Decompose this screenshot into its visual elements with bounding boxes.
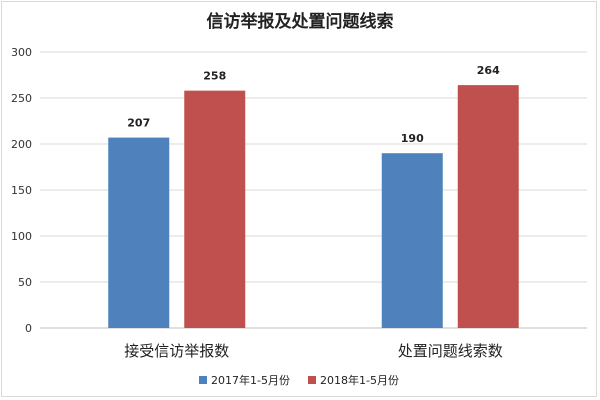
y-tick-label: 50 [18, 276, 32, 289]
bar-2017-reports [108, 137, 170, 328]
data-label: 207 [127, 117, 150, 130]
legend-swatch [199, 376, 207, 384]
bar-2017-leads [381, 153, 443, 328]
x-category-label: 接受信访举报数 [124, 342, 229, 360]
legend-label: 2017年1-5月份 [211, 373, 290, 387]
legend-swatch [308, 376, 316, 384]
x-axis-categories: 接受信访举报数 处置问题线索数 [124, 342, 503, 360]
y-tick-label: 300 [11, 46, 32, 59]
y-tick-label: 0 [25, 322, 32, 335]
y-tick-label: 250 [11, 92, 32, 105]
x-category-label: 处置问题线索数 [398, 342, 503, 360]
bars: 207 258 190 264 [108, 64, 519, 329]
bar-2018-reports [184, 90, 246, 328]
y-axis: 0 50 100 150 200 250 300 [11, 46, 32, 335]
chart-title: 信访举报及处置问题线索 [207, 11, 394, 32]
y-tick-label: 200 [11, 138, 32, 151]
legend: 2017年1-5月份 2018年1-5月份 [199, 373, 399, 387]
y-tick-label: 150 [11, 184, 32, 197]
legend-label: 2018年1-5月份 [320, 373, 399, 387]
data-label: 190 [401, 132, 424, 145]
bar-2018-leads [457, 85, 519, 329]
y-tick-label: 100 [11, 230, 32, 243]
data-label: 264 [477, 64, 500, 77]
data-label: 258 [203, 70, 226, 83]
